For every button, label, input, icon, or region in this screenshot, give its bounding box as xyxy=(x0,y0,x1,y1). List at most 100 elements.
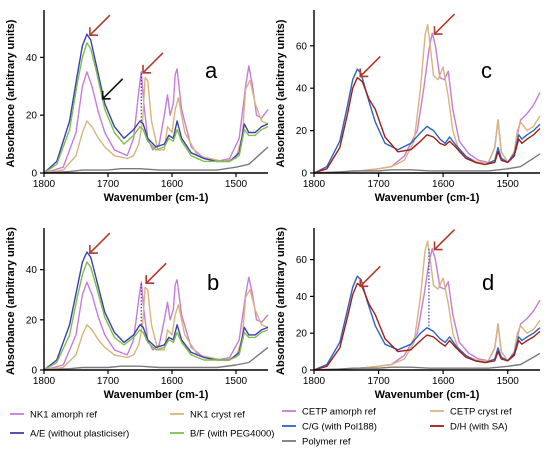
y-tick-label: 20 xyxy=(26,315,38,326)
y-tick-label: 40 xyxy=(296,292,308,303)
arrow-marker xyxy=(102,78,124,100)
x-tick-label: 1600 xyxy=(432,376,455,387)
series-line-a-e-without-plasticiser xyxy=(43,251,269,371)
legend-label: D/H (with SA) xyxy=(450,422,508,433)
x-tick-label: 1700 xyxy=(97,179,120,190)
arrow-marker xyxy=(145,262,167,284)
panel-c: 1800 1700 1600 1500 0 20 40 60 Wavenumber (cm-1)… xyxy=(275,10,541,204)
y-tick-label: 20 xyxy=(296,126,308,137)
arrow-marker xyxy=(89,14,111,36)
y-tick-label: 0 xyxy=(301,169,307,180)
arrow-marker xyxy=(433,13,456,35)
legend-label: A/E (without plasticiser) xyxy=(30,429,129,440)
legend-label: NK1 cryst ref xyxy=(190,410,245,421)
arrow-head xyxy=(433,26,443,35)
series-group xyxy=(43,33,269,174)
series-line-nk1-amorph-ref xyxy=(43,65,269,174)
panels: 1800 1700 1600 1500 0 20 40 Wavenumber (cm-1) Ab… xyxy=(5,10,541,401)
series-line-cetp-cryst-ref xyxy=(313,23,541,174)
y-tick-label: 0 xyxy=(301,366,307,377)
x-tick-label: 1800 xyxy=(33,179,56,190)
x-tick-label: 1600 xyxy=(161,179,184,190)
x-tick-label: 1600 xyxy=(161,376,184,387)
x-tick-label: 1700 xyxy=(367,179,390,190)
y-tick-label: 40 xyxy=(296,84,308,95)
series-line-cetp-cryst-ref xyxy=(313,240,541,371)
y-tick-label: 0 xyxy=(31,366,37,377)
arrow-head xyxy=(101,90,111,100)
x-axis-title: Wavenumber (cm-1) xyxy=(375,192,480,204)
x-tick-label: 1500 xyxy=(497,376,520,387)
arrow-marker xyxy=(359,55,381,78)
arrow-head xyxy=(145,275,155,284)
panel-a: 1800 1700 1600 1500 0 20 40 Wavenumber (cm-1) Ab… xyxy=(5,10,269,204)
legend-label: C/G (with Pol188) xyxy=(302,422,377,433)
legend-item: B/F (with PEG4000) xyxy=(170,429,274,440)
arrow-head xyxy=(89,27,98,37)
arrow-head xyxy=(433,241,443,251)
x-axis-title: Wavenumber (cm-1) xyxy=(104,389,209,401)
panel-letter: a xyxy=(205,58,218,83)
y-tick-label: 60 xyxy=(296,255,308,266)
y-tick-label: 20 xyxy=(26,111,38,122)
x-axis-title: Wavenumber (cm-1) xyxy=(375,389,480,401)
series-group xyxy=(313,240,541,371)
legend-item: CETP amorph ref xyxy=(282,407,376,418)
panel-letter: d xyxy=(482,270,494,295)
legend-label: CETP amorph ref xyxy=(302,407,376,418)
x-tick-label: 1800 xyxy=(303,179,326,190)
y-tick-label: 60 xyxy=(296,41,308,52)
series-line-polymer-ref xyxy=(313,153,541,174)
y-axis-title: Absorbance (arbitrary units) xyxy=(275,19,287,167)
arrow-head xyxy=(89,245,98,254)
panel-letter: b xyxy=(207,270,219,295)
arrow-head xyxy=(359,278,369,288)
x-tick-label: 1700 xyxy=(367,376,390,387)
x-axis-title: Wavenumber (cm-1) xyxy=(104,192,209,204)
arrow-marker xyxy=(142,52,164,74)
series-line-d-h-with-sa xyxy=(313,76,541,174)
y-tick-label: 40 xyxy=(26,265,38,276)
series-line-polymer-ref xyxy=(43,346,269,371)
y-tick-label: 0 xyxy=(31,169,37,180)
panel-letter: c xyxy=(481,58,492,83)
legend-label: B/F (with PEG4000) xyxy=(190,429,274,440)
series-line-polymer-ref xyxy=(313,352,541,371)
legend-label: CETP cryst ref xyxy=(450,407,512,418)
y-tick-label: 40 xyxy=(26,53,38,64)
arrow-marker xyxy=(359,265,381,287)
series-line-c-g-with-pol188 xyxy=(313,68,541,174)
arrow-marker xyxy=(89,232,111,254)
series-line-b-f-with-peg4000 xyxy=(43,42,269,174)
legend-item: NK1 cryst ref xyxy=(170,410,245,421)
arrow-marker xyxy=(433,228,456,251)
x-tick-label: 1500 xyxy=(225,179,248,190)
legend-item: CETP cryst ref xyxy=(430,407,512,418)
y-axis-title: Absorbance (arbitrary units) xyxy=(5,227,17,375)
x-tick-label: 1600 xyxy=(432,179,455,190)
y-tick-label: 20 xyxy=(296,329,308,340)
legend-item: D/H (with SA) xyxy=(430,422,508,433)
panel-d: 1800 1700 1600 1500 0 20 40 60 Wavenumber (cm-1)… xyxy=(275,227,541,401)
legend-item: C/G (with Pol188) xyxy=(282,422,377,433)
legend-item: NK1 amorph ref xyxy=(10,410,97,421)
y-axis-title: Absorbance (arbitrary units) xyxy=(275,227,287,375)
panel-b: 1800 1700 1600 1500 0 20 40 Wavenumber (cm-1) Ab… xyxy=(5,227,269,401)
legend: NK1 amorph ref NK1 cryst ref A/E (without … xyxy=(10,407,512,448)
series-group xyxy=(313,23,541,174)
series-group xyxy=(43,251,269,371)
arrow-head xyxy=(359,68,369,78)
y-axis-title: Absorbance (arbitrary units) xyxy=(5,19,17,167)
legend-item: A/E (without plasticiser) xyxy=(10,429,129,440)
series-line-polymer-ref xyxy=(43,146,269,174)
x-tick-label: 1500 xyxy=(225,376,248,387)
legend-item: Polymer ref xyxy=(282,437,351,448)
legend-label: Polymer ref xyxy=(302,437,351,448)
arrow-head xyxy=(142,64,151,74)
series-line-d-h-with-sa xyxy=(313,282,541,371)
series-line-nk1-amorph-ref xyxy=(43,276,269,371)
legend-label: NK1 amorph ref xyxy=(30,410,97,421)
series-line-b-f-with-peg4000 xyxy=(43,261,269,371)
x-tick-label: 1700 xyxy=(97,376,120,387)
